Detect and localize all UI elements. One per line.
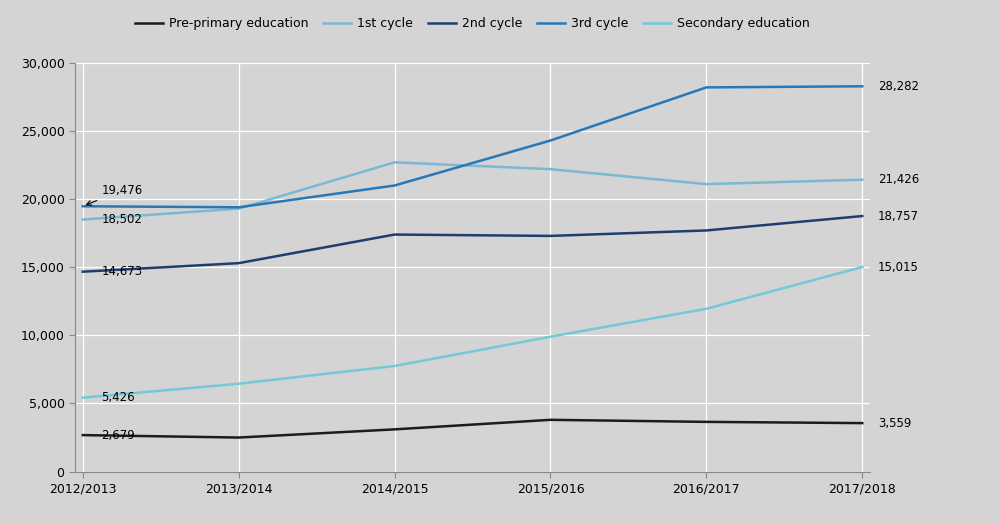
- Line: 3rd cycle: 3rd cycle: [83, 86, 862, 208]
- Legend: Pre-primary education, 1st cycle, 2nd cycle, 3rd cycle, Secondary education: Pre-primary education, 1st cycle, 2nd cy…: [130, 12, 815, 35]
- 2nd cycle: [77, 269, 89, 275]
- Text: 3,559: 3,559: [878, 417, 911, 430]
- 3rd cycle: [700, 84, 712, 91]
- 1st cycle: [700, 181, 712, 187]
- 2nd cycle: [233, 260, 245, 266]
- 2nd cycle: [389, 232, 401, 238]
- Line: Pre-primary education: Pre-primary education: [83, 420, 862, 438]
- 1st cycle: [233, 205, 245, 212]
- Text: 18,502: 18,502: [102, 213, 142, 226]
- 1st cycle: [856, 177, 868, 183]
- Secondary education: [77, 395, 89, 401]
- Line: 2nd cycle: 2nd cycle: [83, 216, 862, 272]
- Line: Secondary education: Secondary education: [83, 267, 862, 398]
- Pre-primary education: [544, 417, 556, 423]
- Secondary education: [389, 363, 401, 369]
- Line: 1st cycle: 1st cycle: [83, 162, 862, 220]
- Pre-primary education: [856, 420, 868, 426]
- 1st cycle: [77, 216, 89, 223]
- Pre-primary education: [77, 432, 89, 438]
- Pre-primary education: [700, 419, 712, 425]
- 3rd cycle: [856, 83, 868, 90]
- 3rd cycle: [233, 204, 245, 211]
- 1st cycle: [389, 159, 401, 166]
- 2nd cycle: [544, 233, 556, 239]
- Text: 18,757: 18,757: [878, 210, 919, 223]
- 2nd cycle: [856, 213, 868, 219]
- Text: 19,476: 19,476: [87, 184, 143, 205]
- Text: 14,673: 14,673: [102, 265, 143, 278]
- Text: 5,426: 5,426: [102, 391, 135, 404]
- 1st cycle: [544, 166, 556, 172]
- Pre-primary education: [389, 426, 401, 432]
- Text: 15,015: 15,015: [878, 260, 919, 274]
- Secondary education: [700, 305, 712, 312]
- Text: 28,282: 28,282: [878, 80, 919, 93]
- Secondary education: [233, 380, 245, 387]
- 2nd cycle: [700, 227, 712, 234]
- Secondary education: [856, 264, 868, 270]
- Secondary education: [544, 334, 556, 340]
- Text: 21,426: 21,426: [878, 173, 919, 186]
- 3rd cycle: [77, 203, 89, 210]
- Pre-primary education: [233, 434, 245, 441]
- 3rd cycle: [389, 182, 401, 189]
- Text: 2,679: 2,679: [102, 429, 135, 442]
- 3rd cycle: [544, 137, 556, 144]
